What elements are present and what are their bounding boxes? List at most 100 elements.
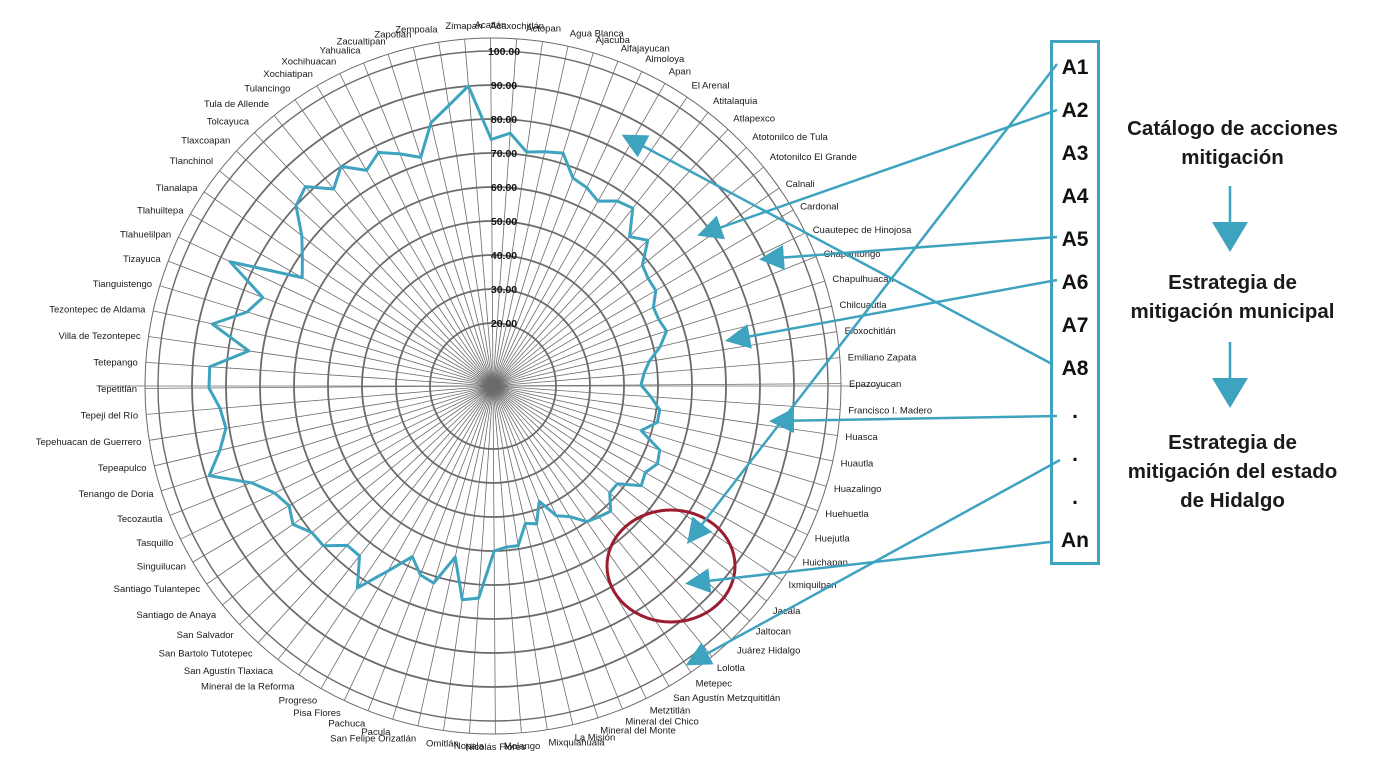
municipality-label: Tlahuiltepa [137, 206, 184, 217]
spoke-line [438, 42, 494, 387]
spoke-line [492, 385, 623, 710]
spoke-line [387, 54, 494, 387]
spoke-line [492, 46, 569, 387]
spoke-line [492, 41, 543, 387]
connector-arrow [725, 278, 1058, 349]
action-label-a5[interactable]: A5 [1061, 228, 1089, 251]
municipality-label: Zimapan [445, 21, 482, 32]
municipality-label: San Agustín Tlaxiaca [184, 666, 274, 677]
action-label-a3[interactable]: A3 [1061, 142, 1089, 165]
spoke-line [492, 83, 666, 387]
municipality-label: Metepec [696, 679, 733, 690]
action-label-a2[interactable]: A2 [1061, 99, 1089, 122]
municipality-label: Santiago Tulantepec [114, 584, 201, 595]
action-label-a1[interactable]: A1 [1061, 56, 1089, 79]
municipality-label: Zempoala [395, 24, 438, 35]
spoke-line [149, 385, 494, 441]
municipality-label: Molango [504, 741, 540, 752]
spoke-line [320, 385, 494, 689]
spoke-line [492, 280, 825, 387]
spoke-line [254, 132, 494, 387]
municipality-label: Zacualtipan [337, 37, 386, 48]
spoke-line [203, 191, 494, 387]
spoke-line [277, 385, 494, 660]
municipality-label: Tlaxcoapan [181, 136, 230, 147]
down-arrow-icon [1212, 342, 1248, 408]
municipality-label: La Misión [575, 733, 616, 744]
municipality-label: San Salvador [177, 630, 234, 641]
municipality-label: Almoloya [645, 54, 685, 65]
actions-catalog-box: A1 A2 A3 A4 A5 A6 A7 A8 . . . An [1050, 40, 1100, 565]
spoke-line [492, 209, 794, 387]
municipality-label: Chapantongo [824, 249, 881, 260]
municipality-label: Nicolás Flores [465, 742, 525, 753]
municipality-label: Cuautepec de Hinojosa [813, 225, 912, 236]
spoke-line [492, 385, 599, 718]
spoke-line [154, 385, 494, 467]
municipality-label: Tlanalapa [156, 183, 198, 194]
spoke-line [492, 385, 670, 687]
spoke-line [168, 260, 494, 387]
municipality-label: San Bartolo Tutotepec [159, 649, 253, 660]
connector-arrow [685, 540, 1051, 594]
spoke-line [492, 385, 713, 657]
municipality-label: Tetepango [93, 357, 137, 368]
spoke-line [492, 385, 833, 462]
action-label-a4[interactable]: A4 [1061, 185, 1089, 208]
action-label-a7[interactable]: A7 [1061, 314, 1089, 337]
municipality-label: Jacala [773, 606, 801, 617]
action-label-dot-3: . [1072, 486, 1078, 509]
municipality-label: Apan [669, 67, 691, 78]
spoke-line [492, 71, 643, 387]
municipality-label: Zapotlan [374, 30, 411, 41]
municipality-label: Xochihuacan [281, 56, 336, 67]
down-arrow-icon [1212, 186, 1248, 252]
tick-label: 30.00 [491, 284, 517, 296]
spoke-line [492, 385, 818, 512]
spoke-line [492, 385, 548, 730]
spoke-line [492, 305, 832, 387]
tick-label: 70.00 [491, 148, 517, 160]
municipality-label: Ajacuba [596, 35, 631, 46]
municipality-label: Villa de Tezontepec [59, 331, 141, 342]
municipality-label: Atotonilco de Tula [752, 132, 828, 143]
municipality-label: San Felipe Orizatlán [330, 734, 416, 745]
municipality-label: Eloxochitlán [845, 326, 896, 337]
spoke-line [169, 385, 494, 516]
municipality-label: Alfajayucan [621, 44, 670, 55]
municipality-label: Nopala [454, 741, 485, 752]
municipality-label: San Agustín Metzquititlán [673, 693, 780, 704]
spoke-line [492, 385, 808, 536]
municipality-label: Actopan [526, 24, 561, 35]
connector-arrow [697, 108, 1058, 240]
spoke-line [298, 385, 494, 676]
spoke-line [492, 385, 574, 725]
spoke-line [492, 256, 817, 387]
action-label-a6[interactable]: A6 [1061, 271, 1089, 294]
municipality-label: Epazoyucan [849, 379, 901, 390]
flow-step-municipal: Estrategia de mitigación municipal [1130, 271, 1335, 323]
spoke-line [161, 385, 494, 492]
spoke-line [257, 385, 494, 643]
municipality-label: Huehuetla [825, 509, 869, 520]
spoke-line [222, 385, 494, 606]
spoke-line [492, 96, 688, 387]
municipality-label: Atotonilco El Grande [770, 152, 857, 163]
action-label-dot-2: . [1072, 443, 1078, 466]
action-label-an[interactable]: An [1061, 529, 1089, 552]
spoke-line [412, 47, 494, 387]
spoke-line [219, 170, 494, 387]
municipality-label: Tenango de Doria [79, 489, 155, 500]
municipality-label: Jaltocan [756, 626, 791, 637]
municipality-label: Mineral del Monte [600, 725, 676, 736]
municipality-label: Pisa Flores [293, 708, 341, 719]
connector-arrow [621, 134, 1053, 366]
municipality-label: Tepeji del Río [81, 411, 139, 422]
municipality-label: Yahualica [320, 46, 362, 57]
spoke-line [492, 385, 647, 699]
spoke-line [146, 385, 494, 415]
municipality-label: Tasquillo [136, 538, 173, 549]
tick-label: 100.00 [488, 46, 520, 58]
municipality-label: El Arenal [692, 81, 730, 92]
action-label-a8[interactable]: A8 [1061, 357, 1089, 380]
